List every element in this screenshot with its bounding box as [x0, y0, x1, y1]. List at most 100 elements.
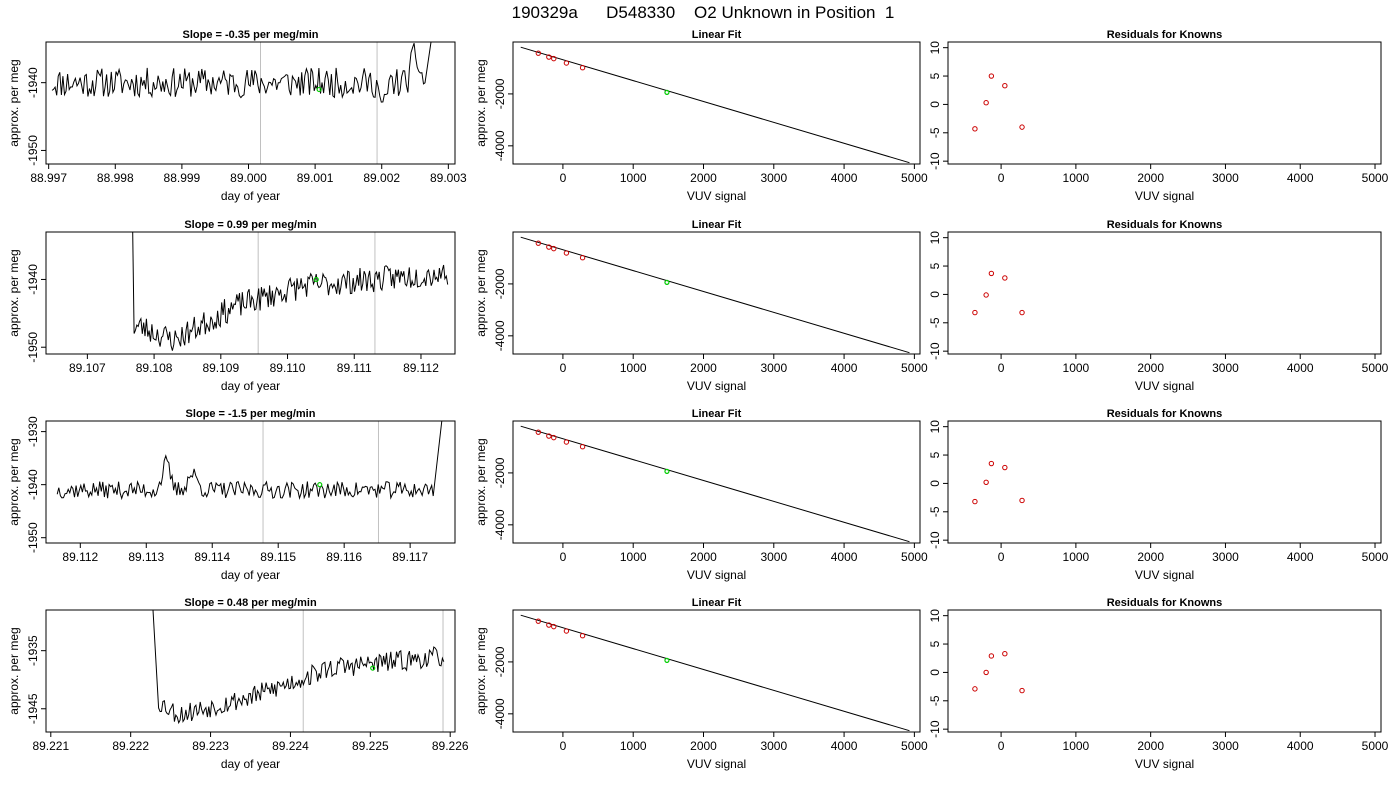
known-point [579, 443, 586, 450]
data-trace [51, 42, 432, 103]
panel-r3c1: Slope = -1.5 per meg/min 89.112 89.113 89.1… [7, 408, 456, 582]
x-tick-label: 1000 [620, 550, 647, 564]
y-tick-label: -1950 [26, 135, 40, 166]
y-tick-label: -2000 [493, 268, 507, 299]
plot-frame [45, 231, 456, 355]
x-tick-label: 5000 [901, 739, 928, 753]
x-tick-label: 89.223 [192, 739, 229, 753]
known-point [1002, 650, 1008, 657]
known-point [546, 54, 552, 60]
unknown-point [664, 279, 670, 285]
x-tick-label: 89.117 [392, 550, 428, 564]
known-point [579, 632, 586, 639]
known-point [1019, 497, 1025, 504]
x-tick-label: 4000 [1287, 361, 1314, 375]
x-tick-label: 89.107 [69, 361, 106, 375]
unknown-point [316, 86, 322, 93]
x-tick-label: 5000 [1362, 361, 1389, 375]
x-tick-label: 4000 [831, 550, 858, 564]
x-tick-label: 2000 [690, 739, 717, 753]
known-point [551, 55, 557, 62]
y-axis-label: approx. per meg [7, 59, 21, 146]
panel-r2c2: Linear Fit 0 1000 2000 3000 4000 5000 -2000 -400… [474, 219, 928, 393]
y-axis-label: approx. per meg [474, 438, 488, 525]
known-point [972, 498, 978, 505]
y-tick-label: -4000 [493, 320, 507, 351]
x-tick-label: 5000 [901, 171, 928, 185]
known-point [988, 73, 995, 79]
y-tick-label: -10 [928, 152, 942, 170]
panel-r4c2: Linear Fit 0 1000 2000 3000 4000 5000 -2000 -400… [474, 597, 928, 771]
x-tick-label: 2000 [1137, 171, 1164, 185]
unknown-point [370, 665, 376, 671]
y-tick-label: -1945 [26, 693, 40, 724]
known-point [983, 100, 989, 106]
x-tick-label: 2000 [690, 550, 717, 564]
y-tick-label: -2000 [493, 457, 507, 488]
y-tick-label: -2000 [493, 646, 507, 677]
y-tick-label: -4000 [493, 509, 507, 540]
x-tick-label: 5000 [1362, 739, 1389, 753]
known-point [551, 434, 557, 441]
x-tick-label: 5000 [901, 550, 928, 564]
unknown-point [664, 468, 670, 474]
known-point [579, 64, 586, 71]
y-axis-label: approx. per meg [474, 249, 488, 336]
plot-frame [45, 609, 456, 733]
known-point [563, 628, 570, 634]
fit-line [520, 236, 910, 354]
y-tick-label: 10 [928, 231, 942, 245]
plot-frame [947, 41, 1382, 165]
unknown-point [664, 657, 670, 663]
y-tick-label: -10 [928, 720, 942, 738]
known-point [983, 479, 989, 485]
x-tick-label: 2000 [1137, 739, 1164, 753]
plot-frame [512, 41, 921, 165]
x-tick-label: 5000 [1362, 171, 1389, 185]
known-point [563, 439, 570, 445]
y-tick-label: -1935 [26, 635, 40, 666]
y-tick-label: -1940 [26, 67, 40, 98]
known-point [546, 622, 552, 628]
plot-frame [45, 41, 456, 165]
panel-r1c3: Residuals for Knowns 0 1000 2000 3000 4000 500… [928, 29, 1389, 203]
known-point [546, 244, 552, 250]
y-tick-label: 5 [928, 72, 942, 79]
x-tick-label: 4000 [831, 739, 858, 753]
panel-r3c2: Linear Fit 0 1000 2000 3000 4000 5000 -2000 -400… [474, 408, 928, 582]
unknown-point [313, 276, 319, 283]
x-tick-label: 5000 [901, 361, 928, 375]
x-tick-label: 89.225 [352, 739, 389, 753]
panel-title: Linear Fit [692, 408, 742, 420]
unknown-point [664, 89, 670, 95]
y-tick-label: -1930 [26, 416, 40, 447]
y-tick-label: 0 [928, 480, 942, 487]
known-point [983, 292, 989, 298]
x-axis-label: day of year [221, 189, 280, 203]
x-tick-label: 1000 [1063, 550, 1090, 564]
y-tick-label: -5 [928, 695, 942, 706]
panel-r1c1: Slope = -0.35 per meg/min 88.997 88.998 88.… [7, 29, 467, 203]
x-axis-label: VUV signal [687, 757, 746, 771]
x-tick-label: 89.002 [363, 171, 400, 185]
x-tick-label: 2000 [1137, 550, 1164, 564]
panel-title: Linear Fit [692, 29, 742, 41]
x-tick-label: 89.112 [62, 550, 98, 564]
known-point [563, 60, 570, 66]
x-tick-label: 89.113 [128, 550, 164, 564]
y-tick-label: -2000 [493, 78, 507, 109]
panel-title: Slope = 0.48 per meg/min [184, 597, 317, 609]
x-axis-label: day of year [221, 568, 280, 582]
x-tick-label: 89.109 [202, 361, 239, 375]
x-tick-label: 4000 [831, 361, 858, 375]
x-tick-label: 3000 [1212, 550, 1239, 564]
x-axis-label: VUV signal [687, 379, 746, 393]
known-point [535, 50, 542, 56]
x-tick-label: 3000 [760, 171, 787, 185]
x-tick-label: 89.114 [194, 550, 230, 564]
x-tick-label: 89.001 [297, 171, 334, 185]
y-tick-label: 0 [928, 291, 942, 298]
y-axis-label: approx. per meg [474, 59, 488, 146]
x-tick-label: 88.998 [97, 171, 134, 185]
x-tick-label: 4000 [1287, 550, 1314, 564]
